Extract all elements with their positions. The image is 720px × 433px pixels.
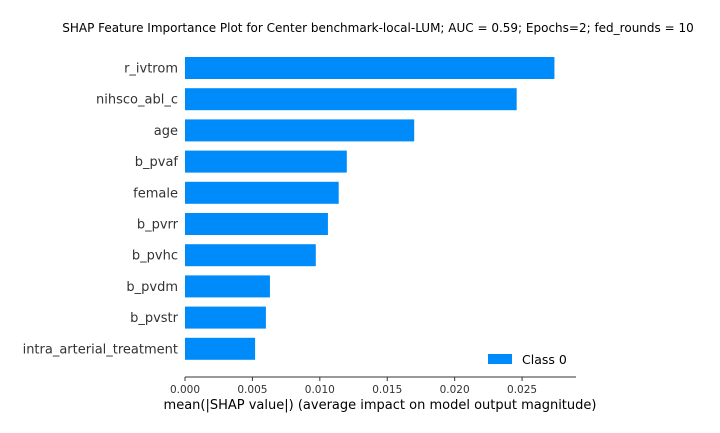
y-tick-label: female — [133, 186, 178, 201]
bar-r_ivtrom — [185, 57, 555, 79]
y-tick-label: b_pvaf — [135, 155, 179, 170]
y-tick-label: b_pvdm — [126, 280, 178, 295]
bar-female — [185, 181, 339, 204]
x-tick-label: 0.020 — [440, 384, 470, 396]
y-tick-label: age — [154, 124, 178, 139]
x-tick-label: 0.015 — [372, 384, 402, 396]
bars-group — [185, 57, 555, 360]
bar-intra_arterial_treatment — [185, 337, 256, 360]
bar-nihsco_abl_c — [185, 88, 517, 111]
x-axis-label: mean(|SHAP value|) (average impact on mo… — [164, 398, 597, 413]
bar-b_pvrr — [185, 213, 328, 235]
x-tick-label: 0.025 — [507, 384, 537, 396]
bar-b_pvdm — [185, 275, 270, 298]
x-tick-label: 0.005 — [237, 384, 267, 396]
x-tick-label: 0.000 — [170, 384, 200, 396]
legend-swatch — [488, 354, 512, 364]
y-tick-label: nihsco_abl_c — [96, 93, 178, 108]
y-tick-label: b_pvrr — [137, 218, 179, 233]
legend-label: Class 0 — [522, 352, 567, 367]
y-tick-label: intra_arterial_treatment — [23, 342, 178, 357]
legend: Class 0 — [488, 352, 567, 367]
bar-b_pvhc — [185, 244, 316, 267]
x-tick-label: 0.010 — [305, 384, 335, 396]
y-tick-label: b_pvhc — [132, 249, 178, 264]
bar-age — [185, 119, 415, 142]
chart-title: SHAP Feature Importance Plot for Center … — [62, 21, 693, 35]
x-ticks: 0.000 0.005 0.010 0.015 0.020 0.025 — [170, 377, 537, 396]
bar-b_pvaf — [185, 150, 347, 173]
y-tick-label: b_pvstr — [130, 311, 179, 326]
bar-b_pvstr — [185, 306, 266, 329]
y-tick-label: r_ivtrom — [124, 62, 178, 77]
